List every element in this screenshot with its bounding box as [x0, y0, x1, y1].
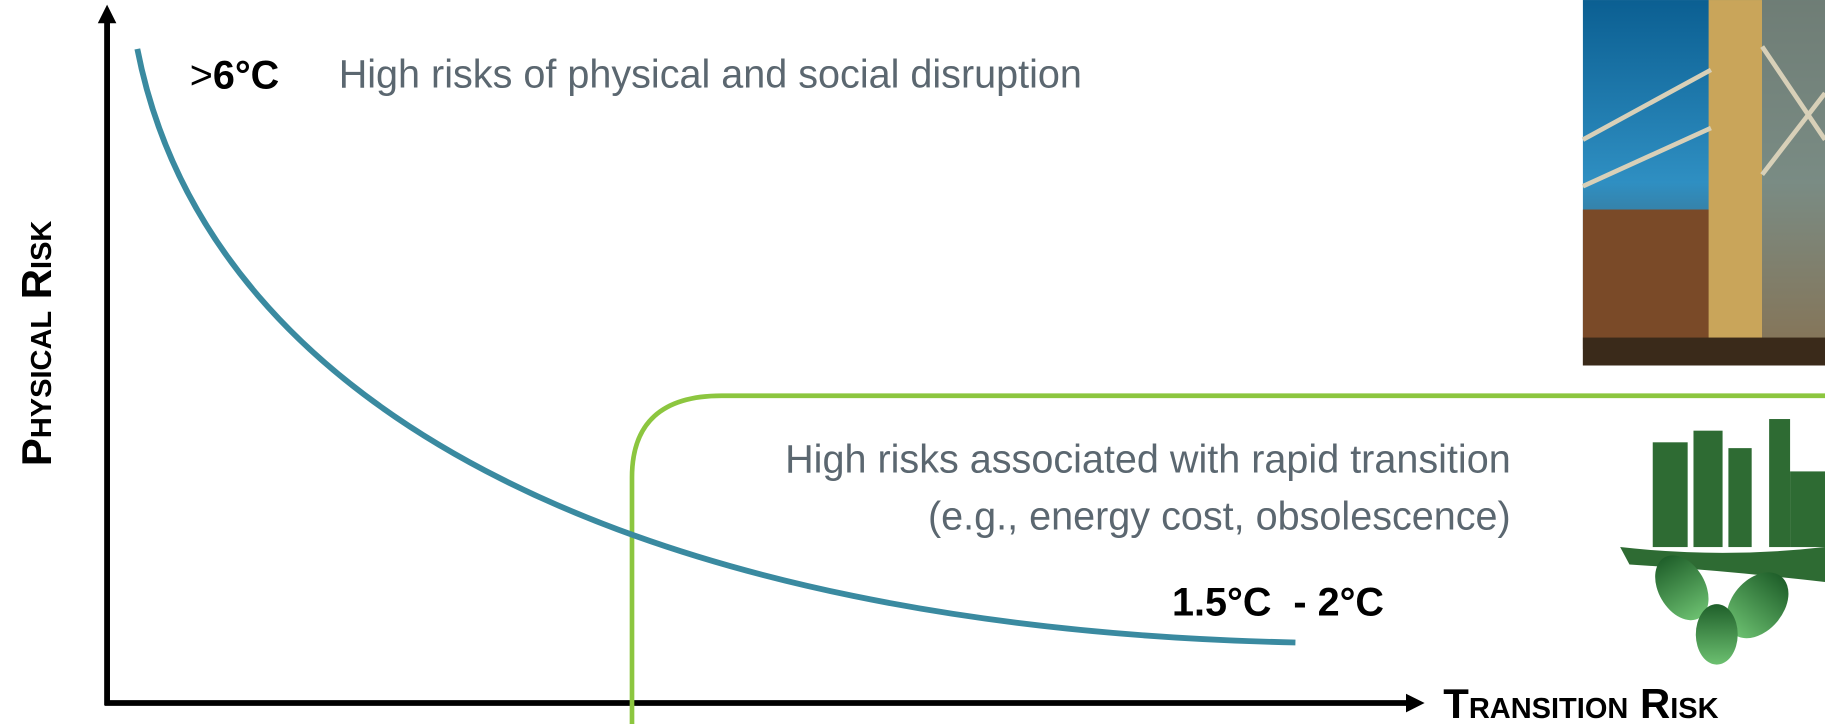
- x-axis-label: Transition Risk: [1443, 680, 1718, 724]
- high-prefix: >: [190, 53, 213, 97]
- transition-zone: [629, 393, 1825, 724]
- risk-curve: [134, 48, 1296, 646]
- transition-line-1: High risks associated with rapid transit…: [785, 438, 1511, 482]
- high-temp-label: >6°C: [190, 53, 280, 97]
- high-temp: 6°C: [213, 53, 279, 97]
- high-description: High risks of physical and social disrup…: [339, 52, 1082, 96]
- axes: [97, 4, 1425, 713]
- low-temp-label: 1.5°C - 2°C: [1172, 581, 1384, 625]
- industry-photo: [1581, 0, 1825, 366]
- transition-line-2: (e.g., energy cost, obsolescence): [928, 495, 1511, 539]
- green-city-icon: [1620, 419, 1825, 665]
- y-axis-label: Physical Risk: [13, 221, 60, 467]
